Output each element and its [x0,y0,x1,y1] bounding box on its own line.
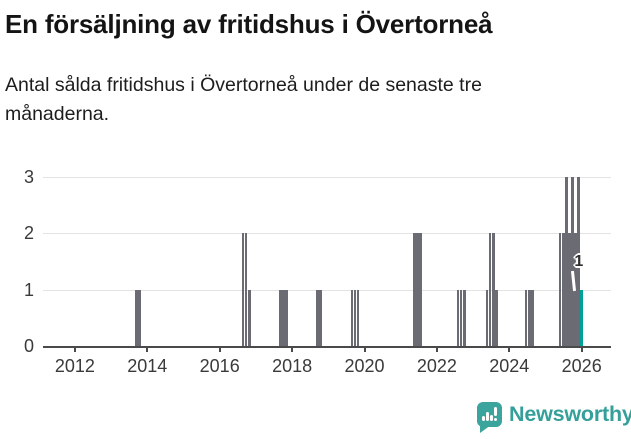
bar [244,233,248,346]
x-axis-tick-label: 2014 [127,356,168,376]
gridline-y-2 [43,233,611,235]
bar [138,289,141,346]
bar [488,233,492,346]
bar [571,177,574,346]
logo-mini-bar-2 [485,412,489,421]
bar [416,233,419,346]
x-axis-tick-2024 [508,348,511,352]
x-axis-tick-2020 [363,348,366,352]
annotation-value-label: 1 [574,252,584,270]
bar [319,289,322,346]
x-axis-tick-2014 [146,348,149,352]
bar [485,289,489,346]
newsworthy-logo[interactable]: Newsworthy [477,402,631,427]
x-axis-tick-label: 2020 [344,356,385,376]
bar [412,233,416,346]
newsworthy-speech-bubble-barchart-icon [477,402,502,427]
chart-title: En försäljning av fritidshus i Övertorne… [5,9,493,39]
bar [285,289,288,346]
x-axis-line [43,346,611,348]
gridline-y-1 [43,289,611,291]
bar [524,289,528,346]
logo-exclamation-dot [493,418,497,421]
bar [530,289,534,346]
chart-subtitle-line-2: månaderna. [5,102,110,125]
x-axis-tick-2026 [580,348,583,352]
bar [574,233,577,346]
x-axis-tick-2018 [291,348,294,352]
logo-mini-bar-1 [481,416,485,421]
x-axis-tick-label: 2012 [54,356,95,376]
bar [315,289,319,346]
bar [494,289,498,346]
bar [353,289,357,346]
bar [356,289,360,346]
chart-subtitle-line-1: Antal sålda fritidshus i Övertorneå unde… [5,74,482,96]
x-axis-tick-label: 2018 [272,356,313,376]
chart-subtitle: Antal sålda fritidshus i Övertorneå unde… [5,71,617,128]
bar [241,233,245,346]
bar [561,233,565,346]
bar [279,289,282,346]
x-axis-tick-label: 2024 [489,356,530,376]
bar [350,289,354,346]
bar [462,289,466,346]
bar [577,177,580,346]
bar [491,233,495,346]
newsworthy-logo-text: Newsworthy [509,402,631,426]
x-axis-tick-2016 [218,348,221,352]
bar [565,177,568,346]
x-axis-tick-label: 2026 [561,356,602,376]
y-axis-tick-label: 2 [23,223,34,244]
bar [134,289,138,346]
x-axis-tick-2012 [73,348,76,352]
y-axis-tick-label: 0 [23,336,34,356]
bar [456,289,460,346]
current-period-bar [580,289,584,346]
y-axis-tick-label: 1 [23,279,34,300]
bar [527,289,531,346]
bar [568,233,571,346]
bar [558,233,562,346]
bar [282,289,285,346]
x-axis-tick-label: 2016 [199,356,240,376]
bar [247,289,251,346]
x-axis-tick-2022 [435,348,438,352]
gridline-y-3 [43,177,611,178]
logo-mini-bar-3 [489,415,493,421]
bar [419,233,422,346]
y-axis-tick-label: 3 [23,167,34,187]
bar [459,289,463,346]
x-axis-tick-label: 2022 [416,356,457,376]
logo-exclamation-line [493,407,497,416]
